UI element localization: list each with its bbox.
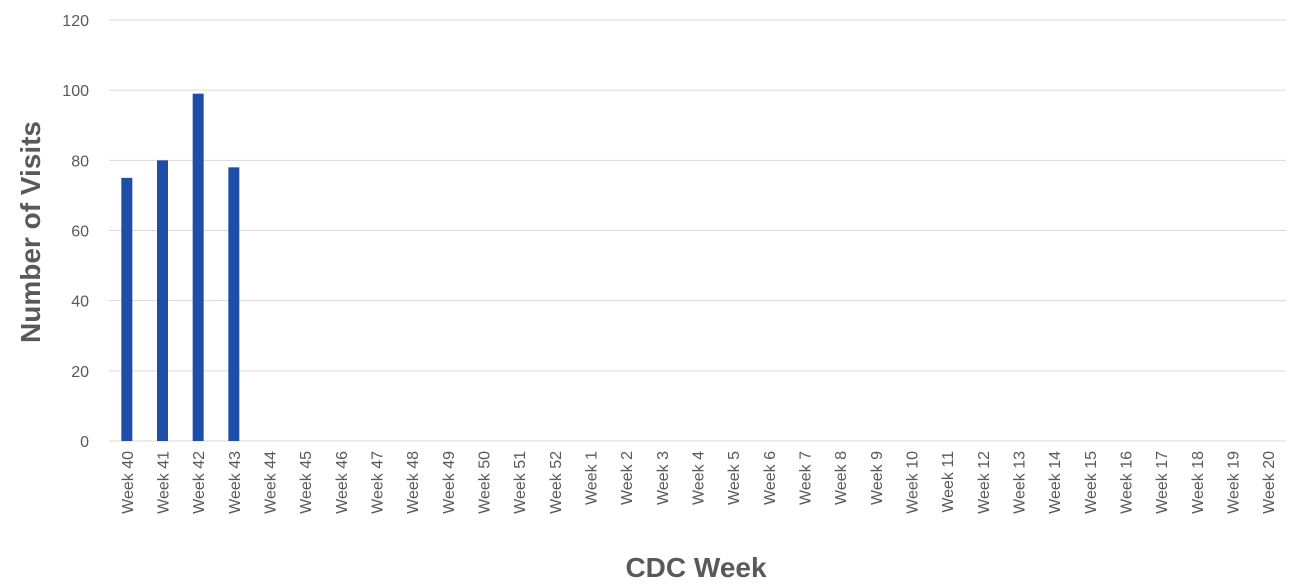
x-tick-label: Week 7 — [798, 451, 815, 505]
x-tick-label: Week 46 — [334, 451, 351, 514]
x-tick-label: Week 52 — [548, 451, 565, 514]
x-tick-label: Week 40 — [120, 451, 137, 514]
y-tick-label: 0 — [80, 434, 89, 451]
x-tick-label: Week 41 — [156, 451, 173, 514]
x-tick-label: Week 44 — [263, 451, 280, 514]
x-tick-label: Week 12 — [976, 451, 993, 514]
x-axis-title: CDC Week — [625, 552, 767, 583]
bar — [228, 167, 240, 441]
bar — [157, 160, 168, 442]
x-tick-label: Week 4 — [691, 451, 708, 505]
x-tick-label: Week 16 — [1119, 451, 1136, 514]
gridlines — [109, 19, 1286, 442]
x-tick-label: Week 13 — [1012, 451, 1029, 514]
x-tick-label: Week 51 — [512, 451, 529, 514]
x-tick-label: Week 15 — [1083, 451, 1100, 514]
x-tick-label: Week 14 — [1047, 451, 1064, 514]
x-axis-ticks: Week 40 Week 41 Week 42 Week 43 Week 44 Week … — [120, 451, 1278, 514]
x-tick-label: Week 11 — [940, 451, 957, 513]
y-tick-label: 100 — [62, 83, 89, 100]
x-tick-label: Week 1 — [584, 451, 601, 505]
y-tick-label: 120 — [62, 13, 89, 30]
y-axis-title: Number of Visits — [15, 121, 46, 343]
x-tick-label: Week 5 — [726, 451, 743, 505]
x-tick-label: Week 47 — [370, 451, 387, 514]
bar — [192, 93, 204, 442]
x-tick-label: Week 2 — [619, 451, 636, 505]
y-tick-label: 20 — [71, 364, 89, 381]
y-axis-ticks: 0 20 40 60 80 100 120 — [62, 13, 89, 451]
x-tick-label: Week 45 — [298, 451, 315, 514]
x-tick-label: Week 8 — [833, 451, 850, 505]
x-tick-label: Week 6 — [762, 451, 779, 505]
x-tick-label: Week 19 — [1226, 451, 1243, 514]
x-tick-label: Week 18 — [1190, 451, 1207, 514]
bar — [121, 177, 133, 441]
x-tick-label: Week 49 — [441, 451, 458, 514]
x-tick-label: Week 10 — [905, 451, 922, 514]
x-tick-label: Week 42 — [191, 451, 208, 514]
x-tick-label: Week 20 — [1261, 451, 1278, 514]
x-tick-label: Week 9 — [869, 451, 886, 505]
x-tick-label: Week 17 — [1154, 451, 1171, 514]
y-tick-label: 40 — [71, 294, 89, 311]
x-tick-label: Week 50 — [477, 451, 494, 514]
y-tick-label: 80 — [71, 153, 89, 170]
x-tick-label: Week 43 — [227, 451, 244, 514]
x-tick-label: Week 3 — [655, 451, 672, 505]
x-tick-label: Week 48 — [405, 451, 422, 514]
bars — [121, 93, 240, 442]
y-tick-label: 60 — [71, 224, 89, 241]
